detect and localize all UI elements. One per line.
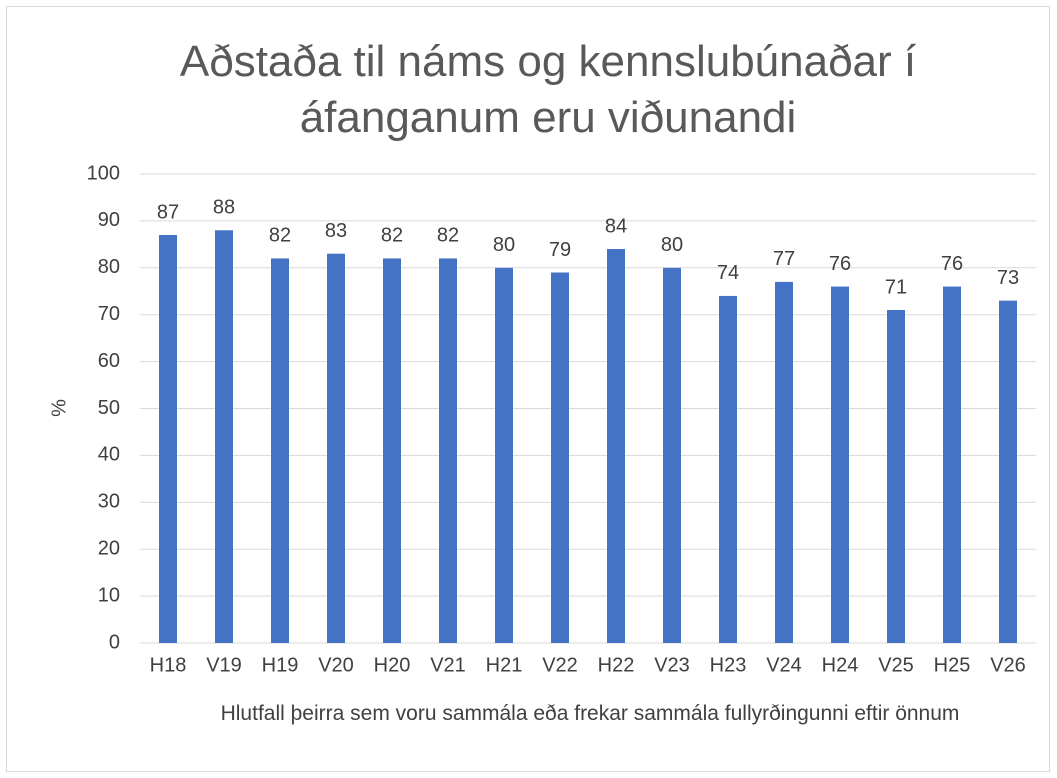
bar [719, 295, 737, 643]
data-label: 73 [997, 267, 1019, 289]
y-tick-label: 50 [98, 397, 120, 419]
bar [943, 286, 961, 643]
data-label: 80 [661, 234, 683, 256]
bar [383, 258, 401, 643]
data-label: 79 [549, 239, 571, 261]
bar [663, 267, 681, 643]
y-tick-label: 40 [98, 444, 120, 466]
x-tick-label: V25 [878, 654, 914, 676]
data-label: 82 [437, 225, 459, 247]
x-tick-label: V22 [542, 654, 578, 676]
x-tick-label: H21 [486, 654, 523, 676]
data-label: 84 [605, 215, 627, 237]
x-tick-label: V20 [318, 654, 354, 676]
x-axis-label: Hlutfall þeirra sem voru sammála eða fre… [220, 702, 960, 725]
bar [271, 258, 289, 643]
data-label: 88 [213, 197, 235, 219]
data-label: 83 [325, 220, 347, 242]
data-label: 77 [773, 248, 795, 270]
y-tick-label: 90 [98, 209, 120, 231]
bar [159, 234, 177, 643]
x-tick-label: V21 [430, 654, 466, 676]
bar [495, 267, 513, 643]
data-label: 82 [381, 225, 403, 247]
data-label: 87 [157, 201, 179, 223]
x-tick-label: V23 [654, 654, 690, 676]
data-label: 76 [941, 253, 963, 275]
data-label: 82 [269, 225, 291, 247]
x-tick-label: V26 [990, 654, 1026, 676]
x-tick-label: H25 [934, 654, 971, 676]
x-tick-label: H23 [710, 654, 747, 676]
data-label: 76 [829, 253, 851, 275]
x-tick-label: H24 [822, 654, 859, 676]
bar [775, 281, 793, 643]
y-tick-label: 0 [109, 631, 120, 653]
bar [831, 286, 849, 643]
data-label: 80 [493, 234, 515, 256]
bar [999, 300, 1017, 643]
data-label: 71 [885, 276, 907, 298]
x-tick-label: H22 [598, 654, 635, 676]
chart-title: Aðstaða til náms og kennslubúnaðar í áfa… [179, 37, 917, 142]
bar [327, 253, 345, 644]
chart-border [6, 6, 1050, 772]
y-tick-label: 20 [98, 537, 120, 559]
x-tick-label: V19 [206, 654, 242, 676]
y-tick-label: 100 [87, 162, 120, 184]
bar [215, 230, 233, 643]
bar [887, 310, 905, 643]
bar [607, 249, 625, 644]
x-tick-label: H18 [150, 654, 187, 676]
x-tick-label: H20 [374, 654, 411, 676]
y-axis-label: % [48, 399, 70, 417]
y-tick-label: 70 [98, 303, 120, 325]
x-tick-label: V24 [766, 654, 802, 676]
x-tick-label: H19 [262, 654, 299, 676]
bar [551, 272, 569, 643]
bar [439, 258, 457, 643]
y-tick-label: 60 [98, 350, 120, 372]
y-tick-label: 10 [98, 584, 120, 606]
data-label: 74 [717, 262, 739, 284]
y-tick-label: 80 [98, 256, 120, 278]
y-tick-label: 30 [98, 491, 120, 513]
